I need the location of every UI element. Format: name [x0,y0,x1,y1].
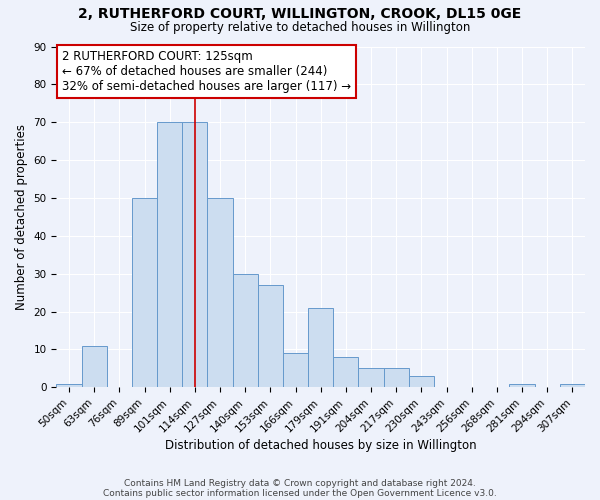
Bar [308,308,333,388]
Bar [383,368,409,388]
Bar [208,198,233,388]
Bar [132,198,157,388]
Bar [182,122,208,388]
Bar [560,384,585,388]
Text: 2 RUTHERFORD COURT: 125sqm
← 67% of detached houses are smaller (244)
32% of sem: 2 RUTHERFORD COURT: 125sqm ← 67% of deta… [62,50,351,93]
Bar [157,122,182,388]
Bar [409,376,434,388]
Y-axis label: Number of detached properties: Number of detached properties [15,124,28,310]
Text: Contains HM Land Registry data © Crown copyright and database right 2024.: Contains HM Land Registry data © Crown c… [124,478,476,488]
Bar [509,384,535,388]
Bar [258,285,283,388]
Bar [333,357,358,388]
Bar [56,384,82,388]
Bar [82,346,107,388]
Bar [283,354,308,388]
Bar [358,368,383,388]
Text: Size of property relative to detached houses in Willington: Size of property relative to detached ho… [130,21,470,34]
X-axis label: Distribution of detached houses by size in Willington: Distribution of detached houses by size … [165,440,476,452]
Text: 2, RUTHERFORD COURT, WILLINGTON, CROOK, DL15 0GE: 2, RUTHERFORD COURT, WILLINGTON, CROOK, … [79,8,521,22]
Bar [233,274,258,388]
Text: Contains public sector information licensed under the Open Government Licence v3: Contains public sector information licen… [103,488,497,498]
